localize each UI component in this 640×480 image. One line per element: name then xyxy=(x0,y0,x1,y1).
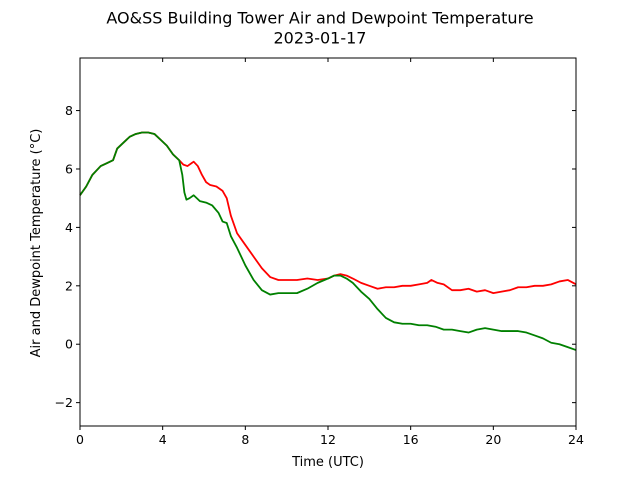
y-tick-label: 8 xyxy=(65,103,73,118)
x-tick-label: 0 xyxy=(76,432,84,447)
y-ticks: −2 0 2 4 6 8 xyxy=(55,103,576,410)
chart-title: AO&SS Building Tower Air and Dewpoint Te… xyxy=(106,9,533,28)
y-tick-label: 0 xyxy=(65,337,73,352)
x-tick-label: 4 xyxy=(159,432,167,447)
x-ticks: 0 4 8 12 16 20 24 xyxy=(76,58,584,447)
x-tick-label: 8 xyxy=(241,432,249,447)
y-axis-label: Air and Dewpoint Temperature (°C) xyxy=(29,129,44,358)
x-tick-label: 12 xyxy=(320,432,336,447)
y-tick-label: 2 xyxy=(65,278,73,293)
x-axis-label: Time (UTC) xyxy=(291,455,364,470)
plot-frame xyxy=(79,57,577,427)
y-tick-label: 4 xyxy=(65,220,73,235)
x-tick-label: 20 xyxy=(485,432,501,447)
x-tick-label: 16 xyxy=(403,432,419,447)
x-tick-label: 24 xyxy=(568,432,584,447)
y-tick-label: 6 xyxy=(65,161,73,176)
series-group xyxy=(79,131,577,351)
series-line-1 xyxy=(79,131,577,295)
chart-subtitle: 2023-01-17 xyxy=(274,29,367,48)
series-line-2 xyxy=(79,131,577,351)
y-tick-label: −2 xyxy=(55,395,73,410)
